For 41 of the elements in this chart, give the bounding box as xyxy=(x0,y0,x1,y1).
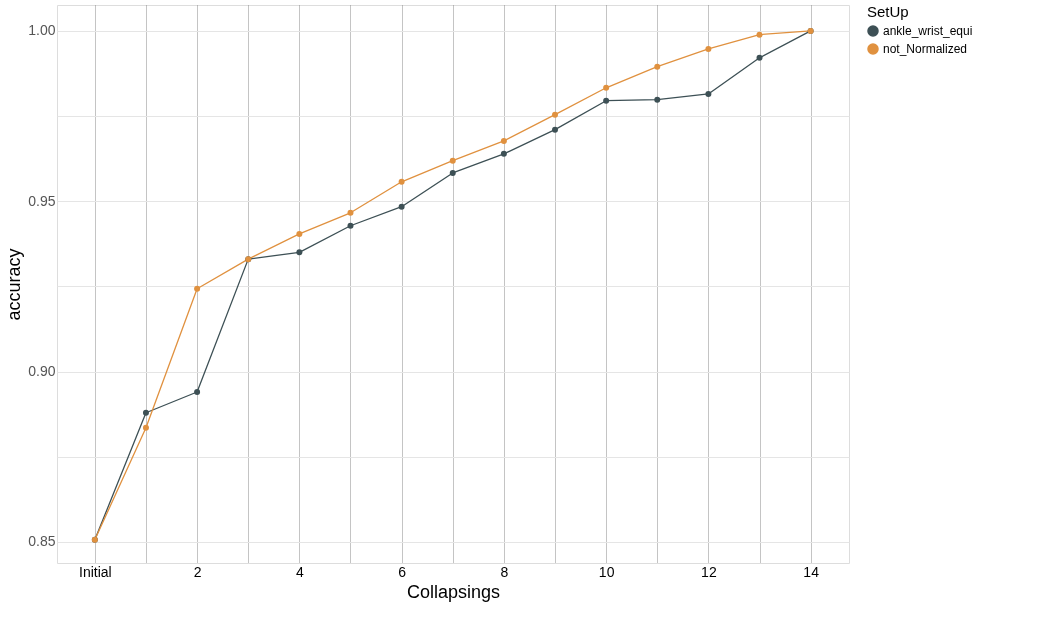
point xyxy=(194,388,201,395)
legend-title: SetUp xyxy=(867,3,909,20)
x-tick-label: 12 xyxy=(701,563,717,580)
x-tick-label: 4 xyxy=(295,563,304,580)
y-axis-title: accuracy xyxy=(4,248,25,321)
x-tick-label: 2 xyxy=(193,563,202,580)
point xyxy=(500,137,507,144)
legend-label: ankle_wrist_equi xyxy=(883,24,973,38)
x-axis-title: Collapsings xyxy=(406,581,501,602)
point xyxy=(296,249,303,256)
point xyxy=(552,126,558,133)
point xyxy=(552,111,558,118)
y-tick-label: 0.85 xyxy=(28,533,56,550)
point xyxy=(756,54,763,61)
y-tick-label: 1.00 xyxy=(28,22,56,39)
point xyxy=(654,63,661,70)
y-tick-label: 0.95 xyxy=(28,192,56,209)
point xyxy=(500,150,507,157)
point xyxy=(398,178,405,185)
point xyxy=(603,84,610,91)
legend-label: not_Normalized xyxy=(883,42,968,56)
x-tick-label: 14 xyxy=(803,563,820,580)
x-tick-label: Initial xyxy=(78,563,112,580)
x-tick-label: 6 xyxy=(398,563,407,580)
point xyxy=(142,409,149,416)
point xyxy=(347,222,354,229)
point xyxy=(142,424,149,431)
point xyxy=(449,169,456,176)
point xyxy=(347,209,354,216)
x-tick-label: 8 xyxy=(500,563,509,580)
point xyxy=(398,203,405,210)
x-tick-label: 10 xyxy=(598,563,615,580)
y-tick-label: 0.90 xyxy=(28,363,56,380)
point xyxy=(654,96,661,103)
point xyxy=(449,157,456,164)
point xyxy=(705,90,712,97)
point xyxy=(603,97,610,104)
point xyxy=(194,285,201,292)
point xyxy=(756,31,763,38)
point xyxy=(705,45,712,52)
point xyxy=(296,230,303,237)
